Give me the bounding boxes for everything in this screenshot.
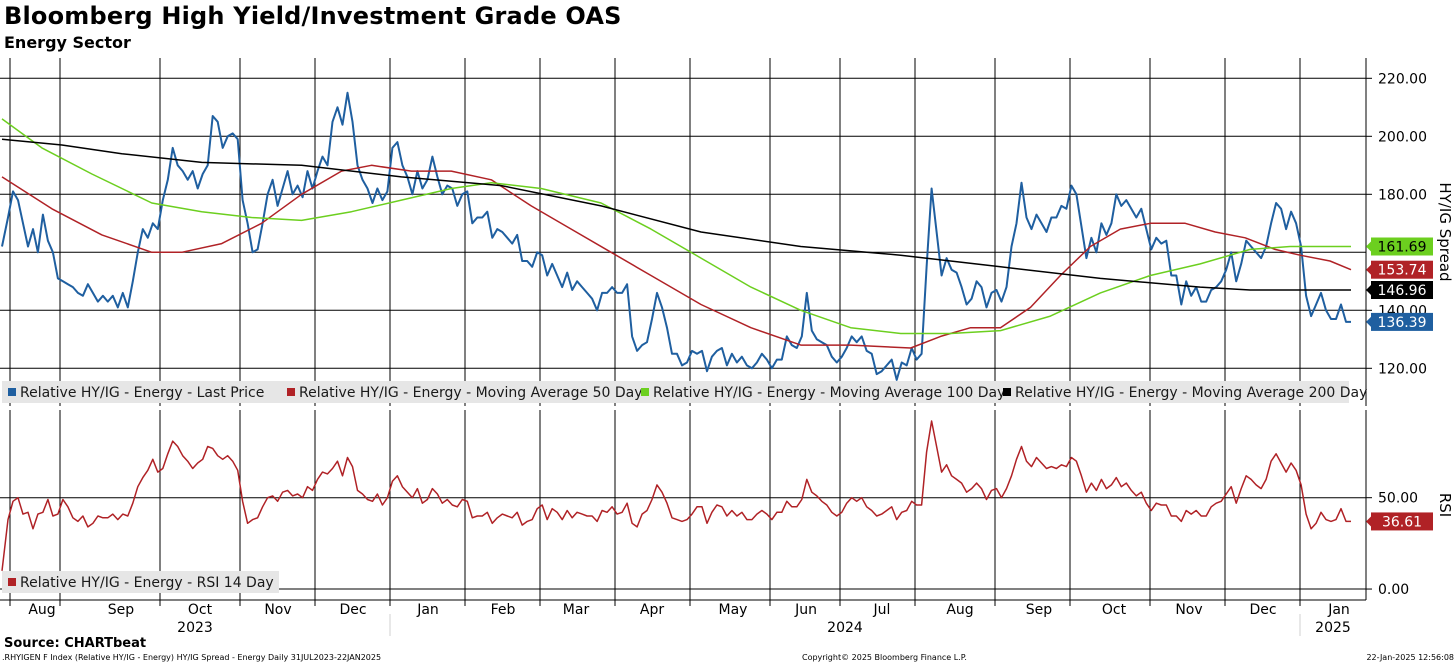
x-month-label: Nov — [1175, 602, 1202, 618]
last-value-label: 146.96 — [1378, 283, 1427, 299]
legend-entry: Relative HY/IG - Energy - Last Price — [20, 385, 264, 401]
x-month-label: Jun — [794, 602, 817, 618]
x-year-label: 2023 — [177, 620, 213, 636]
x-month-label: Sep — [1026, 602, 1053, 618]
legend-swatch — [287, 388, 295, 396]
legend-swatch — [8, 578, 16, 586]
legend-swatch — [641, 388, 649, 396]
y-tick-label: 0.00 — [1378, 582, 1409, 598]
footer-timestamp: 22-Jan-2025 12:56:08 — [1366, 653, 1454, 662]
legend-swatch — [8, 388, 16, 396]
x-month-label: Dec — [339, 602, 366, 618]
last-value-pointer — [1366, 241, 1371, 252]
last-value-box — [1371, 237, 1433, 256]
last-value-tag: 136.39 — [1366, 312, 1433, 331]
last-value-box — [1371, 312, 1433, 331]
y-axis-title-spread: HY/IG Spread — [1436, 182, 1454, 281]
x-month-label: Oct — [188, 602, 213, 618]
x-month-label: Nov — [264, 602, 291, 618]
last-value-label: 36.61 — [1382, 514, 1422, 530]
last-value-tag: 146.96 — [1366, 281, 1433, 299]
y-tick-label: 220.00 — [1378, 71, 1427, 87]
last-value-box — [1371, 512, 1433, 531]
last-value-pointer — [1366, 285, 1371, 295]
x-month-label: Oct — [1102, 602, 1127, 618]
x-month-label: Feb — [491, 602, 516, 618]
last-value-tag: 153.74 — [1366, 260, 1433, 279]
x-month-label: Aug — [946, 602, 973, 618]
series-line — [1, 420, 1351, 571]
series-line — [1, 91, 1351, 381]
last-value-box — [1371, 260, 1433, 279]
x-month-label: Jan — [416, 602, 439, 618]
chart-title: Bloomberg High Yield/Investment Grade OA… — [4, 2, 622, 30]
x-month-label: Jul — [873, 602, 891, 618]
y-tick-label: 120.00 — [1378, 361, 1427, 377]
last-value-box — [1371, 281, 1433, 299]
legend-entry: Relative HY/IG - Energy - Moving Average… — [1015, 385, 1367, 401]
rsi-pane: 50.00 0.00 RSI 36.61 Relative HY/IG - Energy… — [0, 410, 1454, 600]
legend-entry: Relative HY/IG - Energy - RSI 14 Day — [20, 575, 274, 591]
footer-index-info: .RHYIGEN F Index (Relative HY/IG - Energ… — [2, 653, 382, 662]
chart-subtitle: Energy Sector — [4, 33, 131, 52]
last-value-pointer — [1366, 316, 1371, 327]
y-axis-title-rsi: RSI — [1436, 493, 1454, 517]
legend-box — [2, 571, 279, 593]
x-month-label: Mar — [563, 602, 590, 618]
x-month-label: Dec — [1249, 602, 1276, 618]
last-value-pointer — [1366, 516, 1371, 527]
x-month-label: Sep — [108, 602, 135, 618]
footer-copyright: Copyright© 2025 Bloomberg Finance L.P. — [802, 653, 967, 662]
legend-box — [2, 381, 1349, 403]
last-value-tag: 161.69 — [1366, 237, 1433, 256]
last-value-label: 161.69 — [1378, 240, 1427, 256]
last-value-tag: 36.61 — [1366, 512, 1433, 531]
last-value-label: 153.74 — [1378, 263, 1427, 279]
y-tick-label: 50.00 — [1378, 491, 1418, 507]
source-note: Source: CHARTbeat — [4, 636, 147, 651]
legend-entry: Relative HY/IG - Energy - Moving Average… — [653, 385, 1005, 401]
legend-entry: Relative HY/IG - Energy - Moving Average… — [299, 385, 642, 401]
y-tick-label: 180.00 — [1378, 187, 1427, 203]
x-year-label: 2024 — [827, 620, 863, 636]
last-value-label: 136.39 — [1378, 315, 1427, 331]
series-line — [1, 164, 1352, 349]
x-month-label: Apr — [640, 602, 664, 618]
x-month-label: May — [719, 602, 748, 618]
x-month-label: Jan — [1327, 602, 1350, 618]
legend-swatch — [1003, 388, 1011, 396]
series-line — [1, 138, 1351, 291]
x-month-label: Aug — [28, 602, 55, 618]
series-line — [1, 118, 1351, 335]
y-tick-label: 200.00 — [1378, 129, 1427, 145]
x-year-label: 2025 — [1315, 620, 1351, 636]
last-value-pointer — [1366, 264, 1371, 275]
